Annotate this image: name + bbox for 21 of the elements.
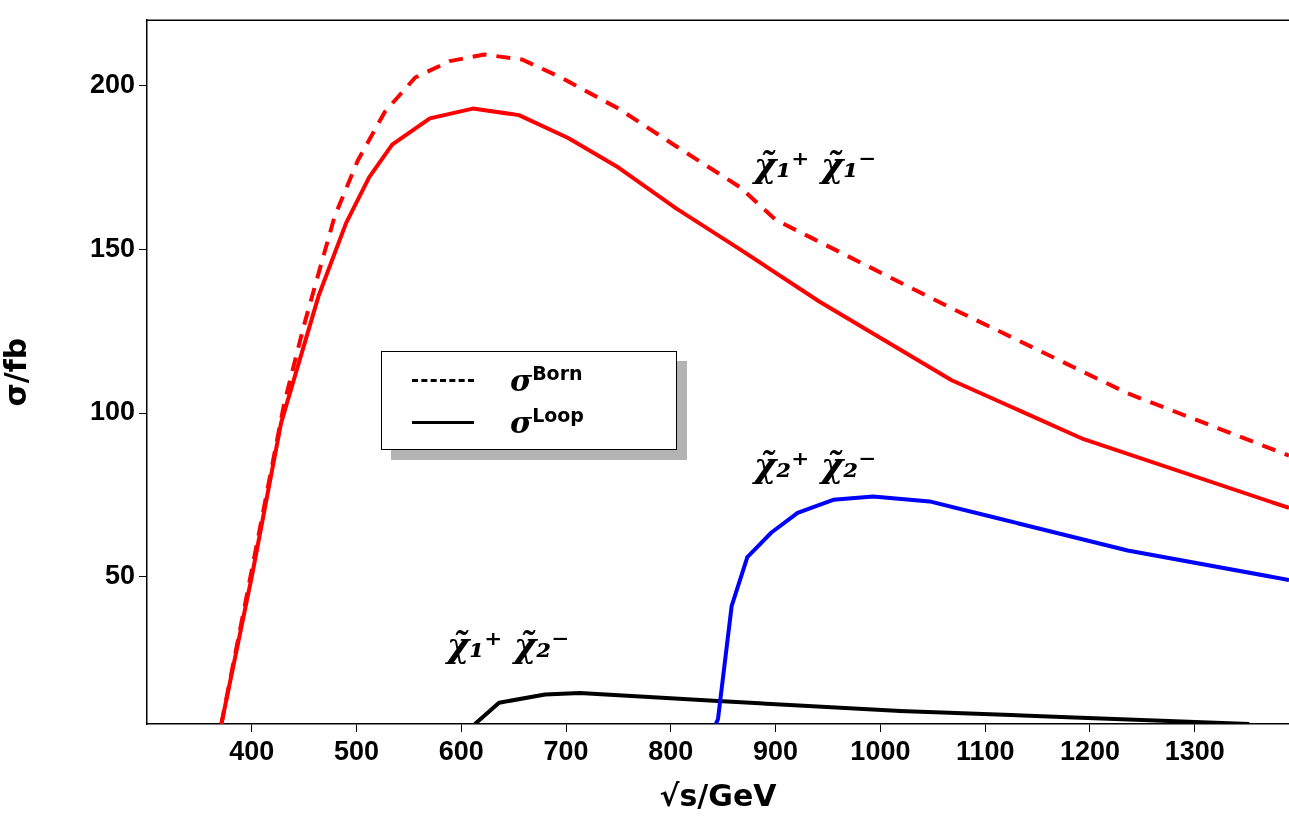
y-tick-label: 200 <box>89 69 135 100</box>
x-tick-label: 900 <box>753 735 799 766</box>
x-tick-label: 1100 <box>955 735 1015 766</box>
x-axis-title: √s/GeV <box>659 777 778 813</box>
x-tick-label: 1000 <box>850 735 911 766</box>
annotation: χ̃₁⁺ χ̃₂⁻ <box>446 625 570 665</box>
annotation: χ̃₂⁺ χ̃₂⁻ <box>753 445 877 485</box>
y-tick-label: 100 <box>89 396 135 427</box>
annotation: σ$^{Loop}$ <box>510 404 584 440</box>
y-axis-title: σ/fb <box>0 337 33 407</box>
x-tick-label: 500 <box>334 735 380 766</box>
x-tick-label: 600 <box>438 735 484 766</box>
x-tick-label: 400 <box>229 735 275 766</box>
annotation: χ̃₁⁺ χ̃₁⁻ <box>753 145 877 185</box>
annotation: σ$^{Born}$ <box>510 362 583 398</box>
x-tick-label: 700 <box>543 735 589 766</box>
x-tick-label: 1200 <box>1059 735 1120 766</box>
x-tick-label: 800 <box>648 735 694 766</box>
y-tick-label: 150 <box>89 232 135 263</box>
y-tick-label: 50 <box>104 560 135 591</box>
x-tick-label: 1300 <box>1164 735 1225 766</box>
